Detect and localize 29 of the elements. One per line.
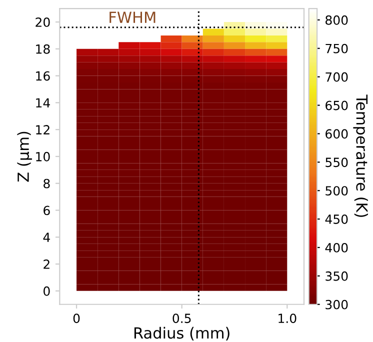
y-tick-label: 2 xyxy=(44,260,50,269)
ref-line-label: FWHM xyxy=(110,12,156,23)
y-tick-label: 8 xyxy=(44,178,50,188)
y-tick-label: 14 xyxy=(36,98,50,108)
y-axis-title: Z (µm) xyxy=(17,132,32,182)
color-bar-label: 700 xyxy=(326,72,348,82)
color-bar-label: 600 xyxy=(326,129,348,139)
x-tick-label: 0.5 xyxy=(172,314,191,324)
y-tick-label: 6 xyxy=(44,206,50,216)
color-bar-label: 400 xyxy=(325,242,348,252)
color-bar-label: 650 xyxy=(326,100,348,110)
color-bar-label: 350 xyxy=(326,271,348,281)
x-axis-title: Radius (mm) xyxy=(134,326,230,341)
y-tick-label: 16 xyxy=(36,71,50,81)
x-tick-label: 1.0 xyxy=(278,314,296,324)
y-tick-label: 0 xyxy=(44,286,50,296)
color-bar-label: 450 xyxy=(325,214,348,224)
color-bar-label: 550 xyxy=(326,158,348,168)
y-tick-label: 4 xyxy=(43,232,50,242)
y-tick-label: 20 xyxy=(36,17,50,27)
color-bar-label: 300 xyxy=(326,300,348,310)
y-tick-label: 10 xyxy=(36,152,50,162)
color-bar-title: Temperature (K) xyxy=(353,94,368,217)
color-bar-label: 500 xyxy=(326,186,348,196)
color-bar-label: 750 xyxy=(326,44,348,54)
color-bar-label: 800 xyxy=(326,15,348,25)
y-tick-label: 12 xyxy=(36,125,50,134)
y-tick-label: 18 xyxy=(36,44,50,54)
x-tick-label: 0 xyxy=(73,314,80,324)
